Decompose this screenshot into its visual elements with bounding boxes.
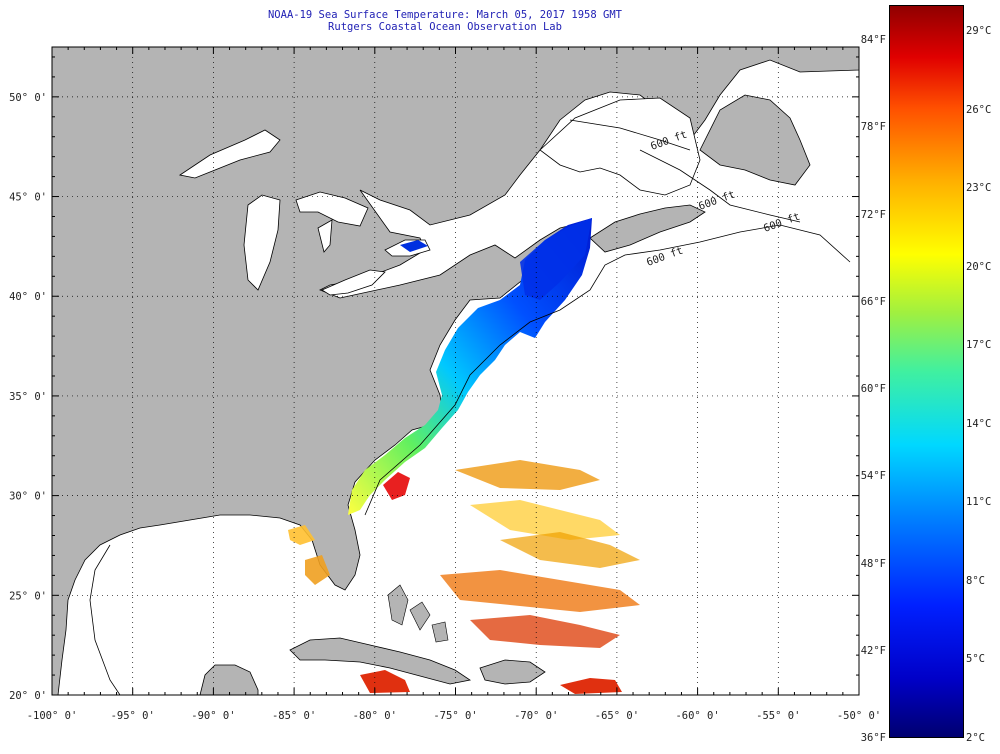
latitude-label: 45° 0' — [9, 192, 47, 204]
land-nova-scotia — [589, 204, 706, 253]
fahrenheit-label: 84°F — [860, 34, 886, 46]
title-line-2: Rutgers Coastal Ocean Observation Lab — [328, 21, 562, 33]
longitude-label: -70° 0' — [514, 710, 558, 722]
gulf-st-lawrence — [539, 97, 701, 196]
celsius-label: 14°C — [966, 417, 992, 430]
sst-lake-ontario-cold — [400, 240, 428, 252]
fahrenheit-label: 36°F — [860, 732, 886, 744]
celsius-label: 8°C — [966, 574, 985, 587]
fahrenheit-label: 42°F — [860, 644, 886, 657]
longitude-label: -100° 0' — [27, 710, 78, 722]
celsius-label: 29°C — [966, 25, 992, 37]
land-newfoundland — [699, 94, 811, 186]
fahrenheit-label: 54°F — [860, 470, 886, 483]
longitude-label: -95° 0' — [111, 710, 155, 722]
latitude-label: 30° 0' — [9, 491, 47, 503]
latitude-label: 50° 0' — [9, 92, 47, 104]
celsius-label: 11°C — [966, 496, 992, 509]
great-lakes — [178, 129, 431, 296]
land-cuba — [289, 637, 472, 685]
fahrenheit-label: 60°F — [860, 383, 886, 395]
celsius-label: 17°C — [966, 339, 992, 352]
title-line-1: NOAA-19 Sea Surface Temperature: March 0… — [267, 9, 622, 21]
bathymetry-contours — [89, 119, 851, 695]
longitude-label: -75° 0' — [433, 710, 477, 722]
celsius-label: 23°C — [966, 182, 992, 195]
graticule — [51, 47, 860, 696]
fahrenheit-label: 78°F — [860, 121, 886, 134]
map-title: NOAA-19 Sea Surface Temperature: March 0… — [0, 9, 890, 33]
land-hispaniola — [479, 659, 546, 685]
sst-warm-patches — [288, 460, 640, 694]
fahrenheit-label: 72°F — [860, 208, 886, 221]
latitude-label: 35° 0' — [9, 391, 47, 403]
celsius-label: 2°C — [966, 732, 985, 744]
land-bahamas — [387, 584, 449, 643]
longitude-labels: -100° 0' -95° 0' -90° 0' -85° 0' -80° 0' -75°… — [27, 710, 881, 722]
axis-ticks — [51, 47, 860, 696]
longitude-label: -85° 0' — [272, 710, 316, 722]
fahrenheit-label: 66°F — [860, 295, 886, 308]
longitude-label: -90° 0' — [191, 710, 235, 722]
longitude-label: -60° 0' — [675, 710, 719, 722]
celsius-label: 5°C — [966, 653, 985, 666]
color-scale-bar — [889, 5, 964, 738]
latitude-labels: 20° 0' 25° 0' 30° 0' 35° 0' 40° 0' 45° 0' 50° … — [9, 92, 47, 702]
latitude-label: 40° 0' — [9, 291, 47, 303]
celsius-label: 26°C — [966, 103, 992, 116]
longitude-label: -80° 0' — [353, 710, 397, 722]
fahrenheit-label: 48°F — [860, 557, 886, 570]
longitude-label: -50° 0' — [837, 710, 881, 722]
longitude-label: -55° 0' — [756, 710, 800, 722]
land-yucatan — [199, 664, 259, 695]
sst-map: 20° 0' 25° 0' 30° 0' 35° 0' 40° 0' 45° 0' 50° … — [9, 46, 881, 722]
latitude-label: 20° 0' — [9, 690, 47, 702]
longitude-label: -65° 0' — [595, 710, 639, 722]
celsius-label: 20°C — [966, 260, 992, 273]
latitude-label: 25° 0' — [9, 590, 47, 602]
sst-gulf-of-maine — [520, 218, 592, 300]
